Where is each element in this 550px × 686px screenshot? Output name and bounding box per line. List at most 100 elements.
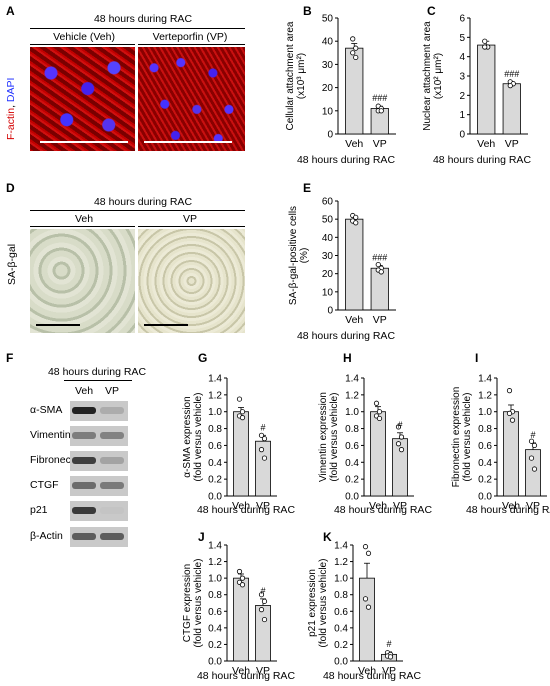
y-axis-label: (%)	[299, 248, 310, 264]
significance-marker: #	[260, 422, 265, 432]
y-tick-label: 0.4	[345, 458, 359, 469]
y-axis-label: Nuclear attachment area	[422, 21, 433, 131]
x-tick-label: Veh	[232, 500, 250, 512]
blot-row-label: α-SMA	[30, 404, 63, 416]
data-point	[395, 424, 402, 430]
y-tick-label: 40	[322, 37, 334, 48]
significance-marker: ###	[504, 69, 519, 79]
blot-lane	[70, 426, 128, 446]
data-point	[239, 582, 246, 588]
data-point	[398, 434, 405, 440]
panel-letter-g: G	[198, 351, 207, 365]
y-tick-label: 0.6	[334, 607, 348, 618]
data-point	[528, 455, 535, 461]
data-point	[531, 442, 538, 449]
significance-marker: ###	[372, 252, 387, 262]
bar-veh	[370, 411, 386, 497]
y-tick-label: 1.2	[478, 390, 492, 401]
y-axis-label: (fold versus vehicle)	[329, 393, 340, 482]
y-tick-label: 1.0	[345, 407, 359, 418]
significance-marker: #	[397, 420, 402, 430]
data-point	[258, 432, 265, 438]
data-point	[236, 568, 243, 575]
y-axis-label: (fold versus vehicle)	[318, 559, 329, 648]
y-tick-label: 0.8	[478, 424, 492, 435]
x-tick-label: VP	[382, 665, 396, 677]
data-point	[482, 44, 488, 50]
blot-band	[72, 533, 96, 540]
data-point	[239, 409, 246, 415]
data-point	[353, 45, 359, 51]
y-tick-label: 0.6	[208, 441, 222, 452]
panel-letter-b: B	[303, 4, 312, 18]
y-axis-label: α-SMA expression	[182, 396, 193, 477]
y-tick-label: 0.0	[208, 657, 222, 668]
scale-bar	[144, 324, 188, 326]
x-tick-label: Veh	[477, 138, 495, 150]
data-point	[258, 447, 265, 453]
blot-band	[72, 457, 96, 464]
blot-band	[72, 482, 96, 489]
x-tick-label: VP	[256, 500, 270, 512]
blot-row-label: p21	[30, 504, 48, 516]
y-tick-label: 0.2	[208, 475, 222, 486]
panel-letter-i: I	[475, 351, 478, 365]
x-axis-label: 48 hours during RAC	[323, 670, 421, 682]
panel-f-header-line	[64, 380, 132, 381]
panel-f-header: 48 hours during RAC	[47, 366, 147, 378]
data-point	[398, 447, 405, 453]
significance-marker: #	[386, 639, 391, 649]
blot-row-label: CTGF	[30, 479, 59, 491]
y-tick-label: 1.2	[334, 557, 348, 568]
data-point	[365, 550, 372, 556]
y-tick-label: 0.4	[208, 623, 222, 634]
y-tick-label: 0.4	[334, 623, 348, 634]
significance-marker: ###	[372, 93, 387, 103]
y-axis-label: Cellular attachment area	[285, 21, 296, 130]
y-axis-label: Fibronectin expression	[451, 387, 462, 488]
panel-a-header-line	[30, 28, 245, 29]
y-tick-label: 0	[327, 130, 333, 141]
blot-lane	[70, 527, 128, 547]
y-axis-label: (fold versus vehicle)	[193, 559, 204, 648]
y-tick-label: 0.2	[345, 475, 359, 486]
x-tick-label: Veh	[345, 314, 363, 326]
x-tick-label: VP	[505, 138, 519, 150]
bar-veh	[345, 47, 364, 135]
y-tick-label: 10	[322, 106, 334, 117]
y-tick-label: 0.8	[208, 590, 222, 601]
y-tick-label: 0	[459, 130, 465, 141]
data-point	[365, 604, 372, 610]
scale-bar	[144, 141, 232, 143]
bar-vp	[255, 605, 271, 662]
data-point	[506, 410, 513, 416]
significance-marker: #	[530, 430, 535, 440]
y-tick-label: 0.6	[208, 607, 222, 618]
panel-d-col2-line	[138, 226, 245, 227]
data-point	[375, 261, 381, 268]
panel-f-col1-label: Veh	[74, 385, 94, 397]
data-point	[353, 220, 359, 226]
y-tick-label: 6	[459, 14, 465, 25]
blot-band	[100, 507, 124, 514]
x-tick-label: Veh	[369, 500, 387, 512]
blot-band	[72, 407, 96, 414]
data-point	[387, 654, 394, 660]
y-axis-label: (x10³ μm²)	[296, 53, 307, 99]
y-tick-label: 0.4	[478, 458, 492, 469]
y-tick-label: 30	[322, 251, 334, 262]
x-axis-label: 48 hours during RAC	[197, 504, 295, 516]
bar-veh	[359, 577, 375, 662]
scale-bar	[40, 141, 128, 143]
data-point	[261, 455, 268, 461]
bar-veh	[345, 218, 364, 311]
panel-a-col2-line	[138, 44, 245, 45]
panel-a-col2-label: Verteporfin (VP)	[152, 31, 228, 43]
panel-a-header: 48 hours during RAC	[93, 13, 193, 25]
y-tick-label: 1.2	[345, 390, 359, 401]
x-axis-label: 48 hours during RAC	[334, 504, 432, 516]
y-tick-label: 0.6	[345, 441, 359, 452]
y-tick-label: 1.0	[208, 574, 222, 585]
y-tick-label: 20	[322, 269, 334, 280]
blot-lane	[70, 451, 128, 471]
